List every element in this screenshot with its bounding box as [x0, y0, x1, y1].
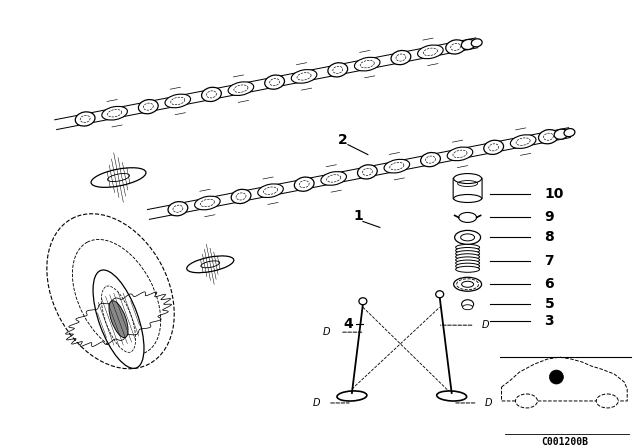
Ellipse shape — [384, 159, 410, 173]
Ellipse shape — [596, 394, 618, 408]
Text: 7: 7 — [545, 254, 554, 268]
Ellipse shape — [231, 190, 251, 203]
Ellipse shape — [456, 260, 479, 266]
Ellipse shape — [564, 129, 575, 137]
Ellipse shape — [76, 112, 95, 126]
Ellipse shape — [294, 177, 314, 191]
Ellipse shape — [291, 69, 317, 83]
Ellipse shape — [446, 40, 465, 54]
Text: 3: 3 — [545, 314, 554, 328]
Ellipse shape — [447, 147, 473, 161]
Ellipse shape — [454, 277, 481, 291]
Ellipse shape — [93, 270, 144, 368]
Ellipse shape — [456, 257, 479, 263]
Text: D: D — [484, 398, 492, 408]
Text: 9: 9 — [545, 211, 554, 224]
Ellipse shape — [454, 230, 481, 244]
Ellipse shape — [358, 165, 377, 179]
Ellipse shape — [510, 135, 536, 148]
Ellipse shape — [420, 152, 440, 167]
Text: D: D — [323, 327, 330, 337]
Ellipse shape — [461, 281, 474, 287]
Text: 6: 6 — [545, 277, 554, 291]
Ellipse shape — [359, 298, 367, 305]
Ellipse shape — [461, 300, 474, 309]
Ellipse shape — [461, 234, 475, 241]
Ellipse shape — [391, 51, 411, 65]
Ellipse shape — [436, 391, 467, 401]
Ellipse shape — [515, 394, 538, 408]
Ellipse shape — [471, 39, 482, 47]
Ellipse shape — [463, 305, 472, 310]
Text: 10: 10 — [545, 188, 564, 202]
Ellipse shape — [328, 63, 348, 77]
Ellipse shape — [417, 45, 443, 59]
Ellipse shape — [228, 82, 253, 95]
Ellipse shape — [321, 172, 346, 185]
Ellipse shape — [456, 263, 479, 269]
Text: D: D — [312, 398, 320, 408]
Ellipse shape — [454, 194, 481, 202]
Ellipse shape — [456, 254, 479, 260]
Ellipse shape — [202, 87, 221, 102]
Ellipse shape — [456, 244, 479, 250]
Ellipse shape — [355, 57, 380, 71]
Text: C001200B: C001200B — [541, 437, 588, 447]
Ellipse shape — [461, 39, 475, 50]
Ellipse shape — [454, 173, 481, 184]
FancyBboxPatch shape — [453, 178, 482, 199]
Ellipse shape — [554, 129, 568, 139]
Ellipse shape — [484, 140, 504, 155]
Text: 4: 4 — [343, 317, 353, 331]
Text: 8: 8 — [545, 230, 554, 245]
Ellipse shape — [109, 301, 128, 338]
Ellipse shape — [457, 279, 479, 290]
Circle shape — [549, 370, 563, 384]
Ellipse shape — [538, 129, 558, 144]
Text: D: D — [481, 320, 489, 330]
Ellipse shape — [195, 196, 220, 210]
Ellipse shape — [456, 247, 479, 254]
Ellipse shape — [165, 94, 191, 108]
Ellipse shape — [265, 75, 285, 89]
Text: 5: 5 — [545, 297, 554, 311]
Ellipse shape — [456, 266, 479, 272]
Ellipse shape — [337, 391, 367, 401]
Ellipse shape — [91, 168, 146, 187]
Ellipse shape — [258, 184, 284, 198]
Text: 1: 1 — [353, 210, 363, 224]
Ellipse shape — [187, 256, 234, 273]
Ellipse shape — [456, 250, 479, 257]
Ellipse shape — [436, 291, 444, 298]
Ellipse shape — [138, 99, 158, 114]
Ellipse shape — [102, 106, 127, 120]
Ellipse shape — [168, 202, 188, 216]
Text: 2: 2 — [338, 133, 348, 146]
